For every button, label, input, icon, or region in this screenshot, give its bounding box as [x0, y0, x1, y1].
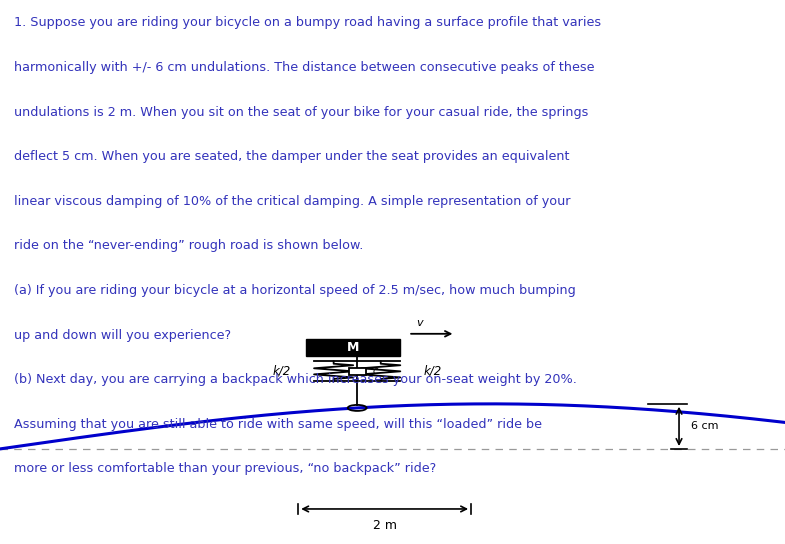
Text: harmonically with +/- 6 cm undulations. The distance between consecutive peaks o: harmonically with +/- 6 cm undulations. … — [14, 61, 594, 74]
Text: linear viscous damping of 10% of the critical damping. A simple representation o: linear viscous damping of 10% of the cri… — [14, 195, 571, 208]
Text: deflect 5 cm. When you are seated, the damper under the seat provides an equival: deflect 5 cm. When you are seated, the d… — [14, 150, 570, 163]
Text: c: c — [372, 366, 378, 376]
Text: (a) If you are riding your bicycle at a horizontal speed of 2.5 m/sec, how much : (a) If you are riding your bicycle at a … — [14, 284, 576, 297]
Text: k/2: k/2 — [272, 365, 290, 378]
Text: up and down will you experience?: up and down will you experience? — [14, 329, 232, 342]
Text: 6 cm: 6 cm — [691, 422, 718, 431]
Bar — [306, 339, 400, 356]
Bar — [349, 368, 366, 374]
Text: k/2: k/2 — [424, 365, 442, 378]
Text: undulations is 2 m. When you sit on the seat of your bike for your casual ride, : undulations is 2 m. When you sit on the … — [14, 106, 589, 119]
Text: (b) Next day, you are carrying a backpack which increases your on-seat weight by: (b) Next day, you are carrying a backpac… — [14, 373, 577, 386]
Text: v: v — [416, 318, 422, 327]
Text: 2 m: 2 m — [373, 519, 396, 532]
Text: ride on the “never-ending” rough road is shown below.: ride on the “never-ending” rough road is… — [14, 239, 363, 252]
Text: M: M — [347, 341, 360, 354]
Text: 1. Suppose you are riding your bicycle on a bumpy road having a surface profile : 1. Suppose you are riding your bicycle o… — [14, 16, 601, 29]
Text: Assuming that you are still able to ride with same speed, will this “loaded” rid: Assuming that you are still able to ride… — [14, 418, 542, 431]
Text: more or less comfortable than your previous, “no backpack” ride?: more or less comfortable than your previ… — [14, 462, 436, 475]
